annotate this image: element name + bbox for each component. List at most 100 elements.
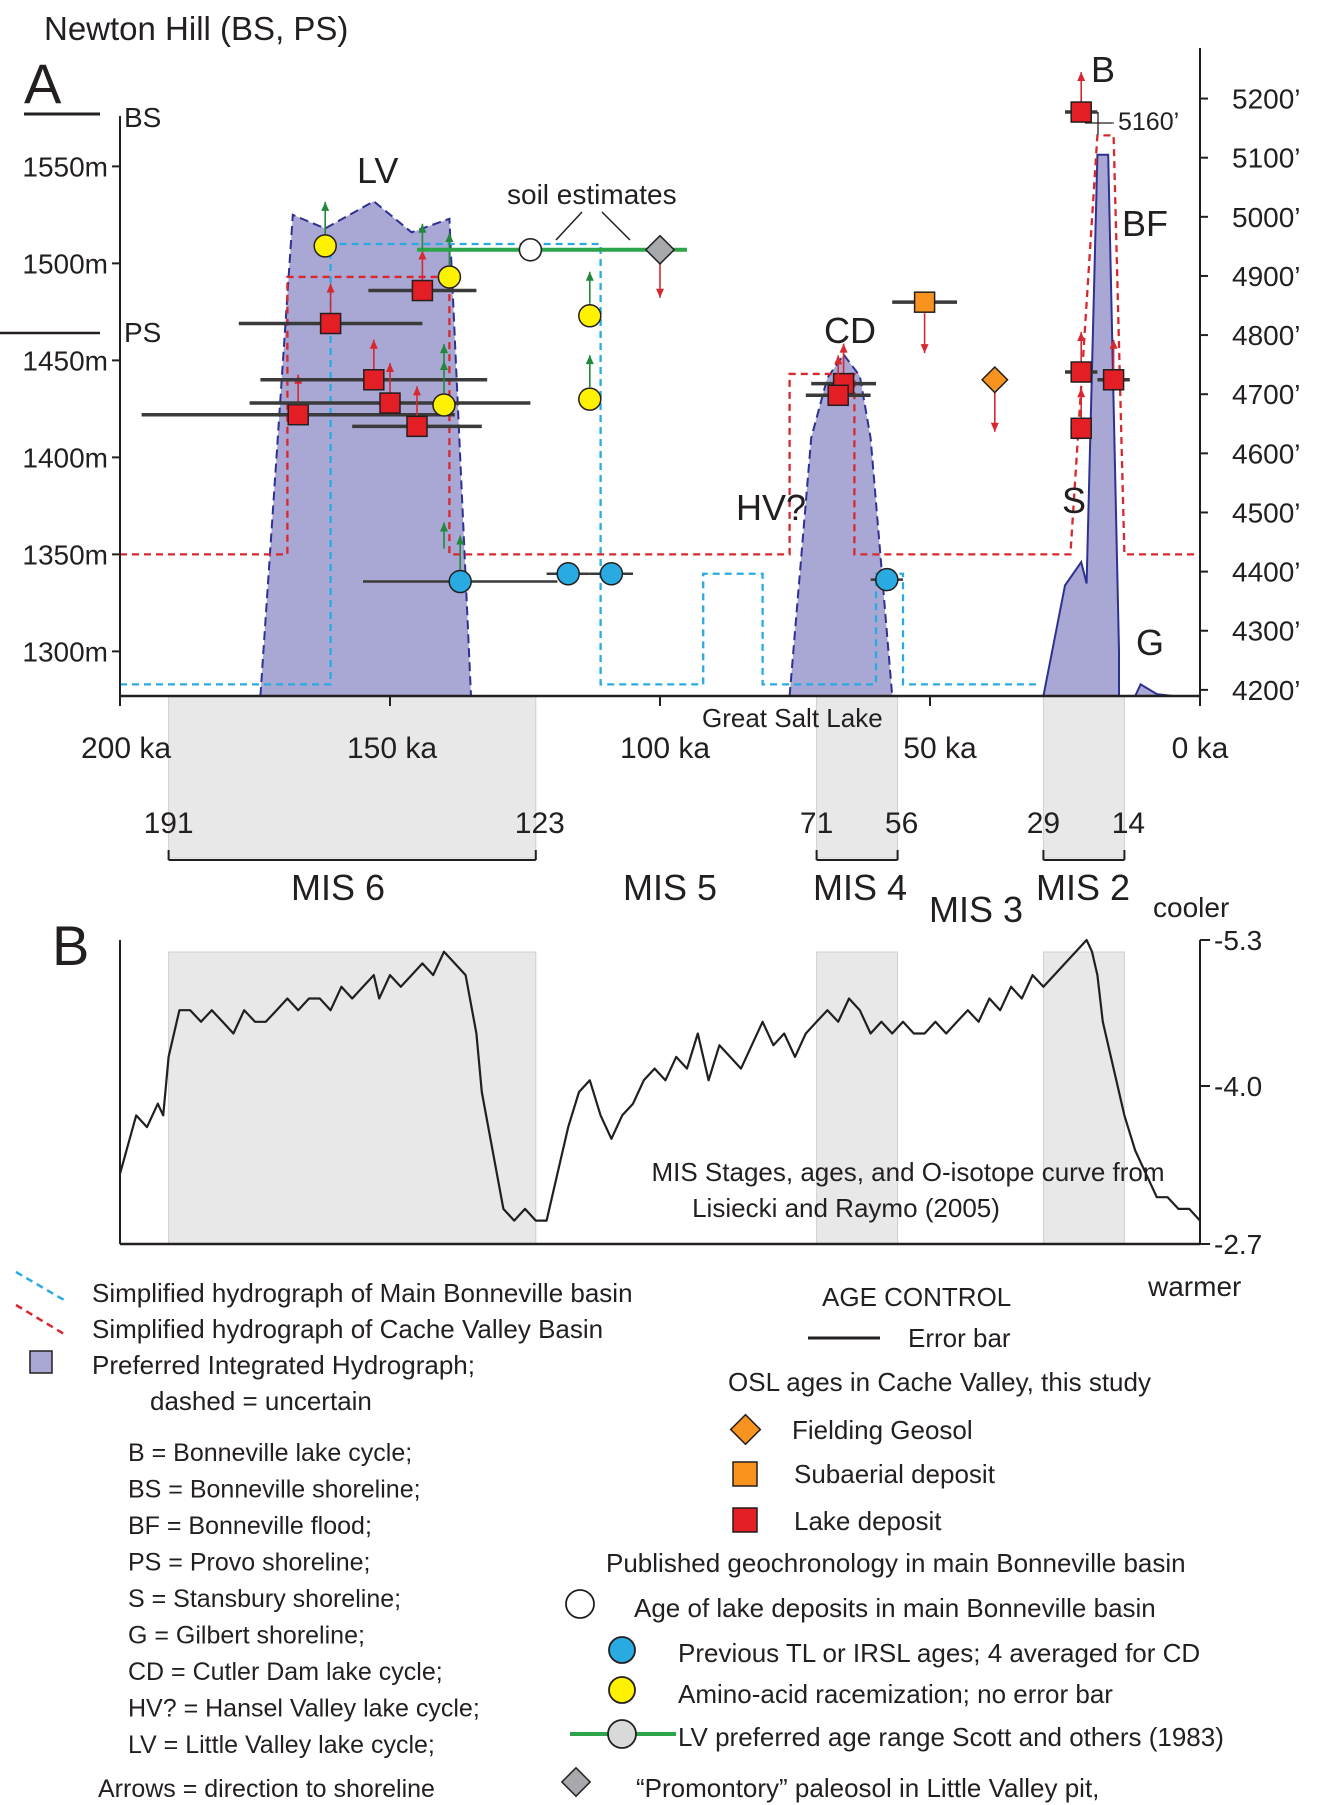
abbr-item: B = Bonneville lake cycle; bbox=[128, 1439, 412, 1467]
y-tick-label-left: 1350m bbox=[22, 539, 108, 570]
mis-start-label: 71 bbox=[800, 807, 833, 840]
arrow-head bbox=[834, 355, 843, 365]
y-ticks-left: 1300m 1350m 1400m 1450m 1500m 1550m bbox=[22, 151, 120, 667]
amino-acid-point bbox=[578, 304, 602, 328]
tl-irsl-point bbox=[556, 562, 580, 586]
tl-irsl-point bbox=[875, 567, 899, 592]
mis-shade-bottom bbox=[168, 951, 537, 1245]
age-lake-swatch bbox=[565, 1589, 595, 1619]
arrow-head bbox=[990, 422, 999, 432]
amino-acid-point bbox=[432, 393, 456, 417]
lake-deposit-point bbox=[406, 415, 428, 438]
x-tick-label: 200 ka bbox=[81, 732, 171, 765]
abbr-item: PS = Provo shoreline; bbox=[128, 1549, 371, 1577]
x-tick-label: 50 ka bbox=[903, 732, 977, 765]
legend-age-lake: Age of lake deposits in main Bonneville … bbox=[634, 1593, 1156, 1623]
arrow-head bbox=[1077, 388, 1086, 398]
lake-age-point bbox=[518, 238, 543, 262]
y-tick-label-right: 5200’ bbox=[1232, 84, 1301, 115]
arrow-head bbox=[326, 283, 335, 293]
abbr-item: BF = Bonneville flood; bbox=[128, 1512, 372, 1540]
subaerial-swatch bbox=[732, 1461, 758, 1487]
hv-annotation: HV? bbox=[736, 487, 806, 528]
mis-label: MIS 3 bbox=[929, 889, 1023, 930]
mis-end-label: 14 bbox=[1112, 807, 1145, 840]
legend-left: Simplified hydrograph of Main Bonneville… bbox=[15, 1270, 633, 1803]
lake-deposit-point bbox=[319, 312, 342, 335]
y-tick-label-right: 4700’ bbox=[1232, 379, 1301, 410]
b-y-ticks: -5.3 -4.0 -2.7 bbox=[1200, 925, 1262, 1260]
lv-annotation: LV bbox=[357, 150, 398, 191]
abbr-item: BS = Bonneville shoreline; bbox=[128, 1476, 421, 1504]
arrow-head bbox=[440, 344, 448, 354]
arrow-head bbox=[369, 339, 378, 349]
data-points bbox=[141, 72, 1130, 594]
arrow-head bbox=[1109, 339, 1118, 349]
abbr-item: CD = Cutler Dam lake cycle; bbox=[128, 1658, 443, 1686]
legend-right: AGE CONTROL Error bar OSL ages in Cache … bbox=[560, 1282, 1224, 1803]
peak-annotation: 5160’ bbox=[1118, 108, 1179, 136]
legend-promontory: “Promontory” paleosol in Little Valley p… bbox=[636, 1773, 1099, 1803]
legend-age-control: AGE CONTROL bbox=[822, 1282, 1011, 1312]
lake-deposit-point bbox=[1070, 361, 1092, 383]
y-tick-label-left: 1550m bbox=[22, 151, 108, 182]
arrow-head bbox=[321, 201, 330, 211]
arrow-head bbox=[1077, 332, 1086, 342]
abbr-item: S = Stansbury shoreline; bbox=[128, 1585, 401, 1613]
lake-swatch bbox=[732, 1507, 758, 1533]
mis-stage-labels: MIS 6 191 123 MIS 5 MIS 4 71 56 MIS 3 MIS 2 29 14 bbox=[144, 807, 1146, 930]
y-tick-label-right: 4400’ bbox=[1232, 557, 1301, 588]
amino-acid-point bbox=[437, 265, 462, 289]
x-tick-label: 100 ka bbox=[620, 732, 710, 765]
arrow-head bbox=[656, 288, 664, 298]
legend-tl: Previous TL or IRSL ages; 4 averaged for… bbox=[678, 1638, 1200, 1668]
mis-label: MIS 4 bbox=[813, 867, 907, 908]
lake-deposit-point bbox=[1102, 369, 1125, 391]
g-annotation: G bbox=[1136, 622, 1164, 663]
source-note-2: Lisiecki and Raymo (2005) bbox=[692, 1193, 1000, 1223]
panel-b-label: B bbox=[52, 914, 89, 977]
y-tick-label-left: 1400m bbox=[22, 442, 108, 473]
y-tick-label-right: 4200’ bbox=[1232, 675, 1301, 706]
legend-error-bar: Error bar bbox=[908, 1323, 1011, 1353]
mis-label: MIS 6 bbox=[291, 867, 385, 908]
legend-preferred-1: Preferred Integrated Hydrograph; bbox=[92, 1350, 475, 1380]
mis-shade-bottom bbox=[816, 951, 899, 1245]
bs-label: BS bbox=[124, 102, 161, 133]
y-tick-label-right: 5100’ bbox=[1232, 143, 1301, 174]
hydrograph-g bbox=[1133, 682, 1174, 697]
legend-preferred-2: dashed = uncertain bbox=[150, 1386, 372, 1416]
arrow-head bbox=[413, 386, 421, 396]
cache-valley-swatch bbox=[15, 1303, 65, 1336]
gsl-annotation: Great Salt Lake bbox=[702, 703, 883, 733]
ps-label: PS bbox=[124, 317, 161, 348]
y-tick-label-right: 4500’ bbox=[1232, 497, 1301, 528]
arrow-head bbox=[1077, 72, 1086, 82]
preferred-swatch bbox=[29, 1350, 53, 1374]
panel-b: B -5.3 -4.0 -2.7 cooler warmer MIS Stages,… bbox=[52, 892, 1262, 1302]
abbr-item: G = Gilbert shoreline; bbox=[128, 1622, 365, 1650]
y-tick-label-left: 1300m bbox=[22, 636, 108, 667]
b-annotation: B bbox=[1091, 49, 1115, 90]
arrow-head bbox=[418, 250, 427, 260]
cache-valley-hydrograph bbox=[120, 134, 1200, 556]
arrow-head bbox=[585, 355, 594, 365]
legend-lake: Lake deposit bbox=[794, 1506, 942, 1536]
amino-acid-point bbox=[578, 387, 602, 411]
cache-valley-line bbox=[120, 134, 1200, 556]
tl-irsl-point bbox=[599, 562, 624, 586]
abbreviation-list: B = Bonneville lake cycle; BS = Bonnevill… bbox=[128, 1439, 480, 1759]
y-tick-label-right: 4900’ bbox=[1232, 261, 1301, 292]
fielding-geosol-point bbox=[981, 365, 1009, 394]
hydrograph-cd bbox=[788, 352, 894, 697]
y-ticks-right: 4200’ 4300’ 4400’ 4500’ 4600’ 4700’ 4800’ 4900’… bbox=[1200, 84, 1301, 706]
mis-start-label: 29 bbox=[1027, 807, 1060, 840]
hydrograph-b bbox=[1042, 153, 1120, 697]
x-tick-label: 150 ka bbox=[347, 732, 437, 765]
legend-osl-header: OSL ages in Cache Valley, this study bbox=[728, 1367, 1151, 1397]
lake-deposit-point bbox=[363, 369, 385, 391]
subaerial-point bbox=[913, 291, 936, 313]
tl-swatch bbox=[608, 1636, 636, 1664]
bf-annotation: BF bbox=[1122, 203, 1168, 244]
